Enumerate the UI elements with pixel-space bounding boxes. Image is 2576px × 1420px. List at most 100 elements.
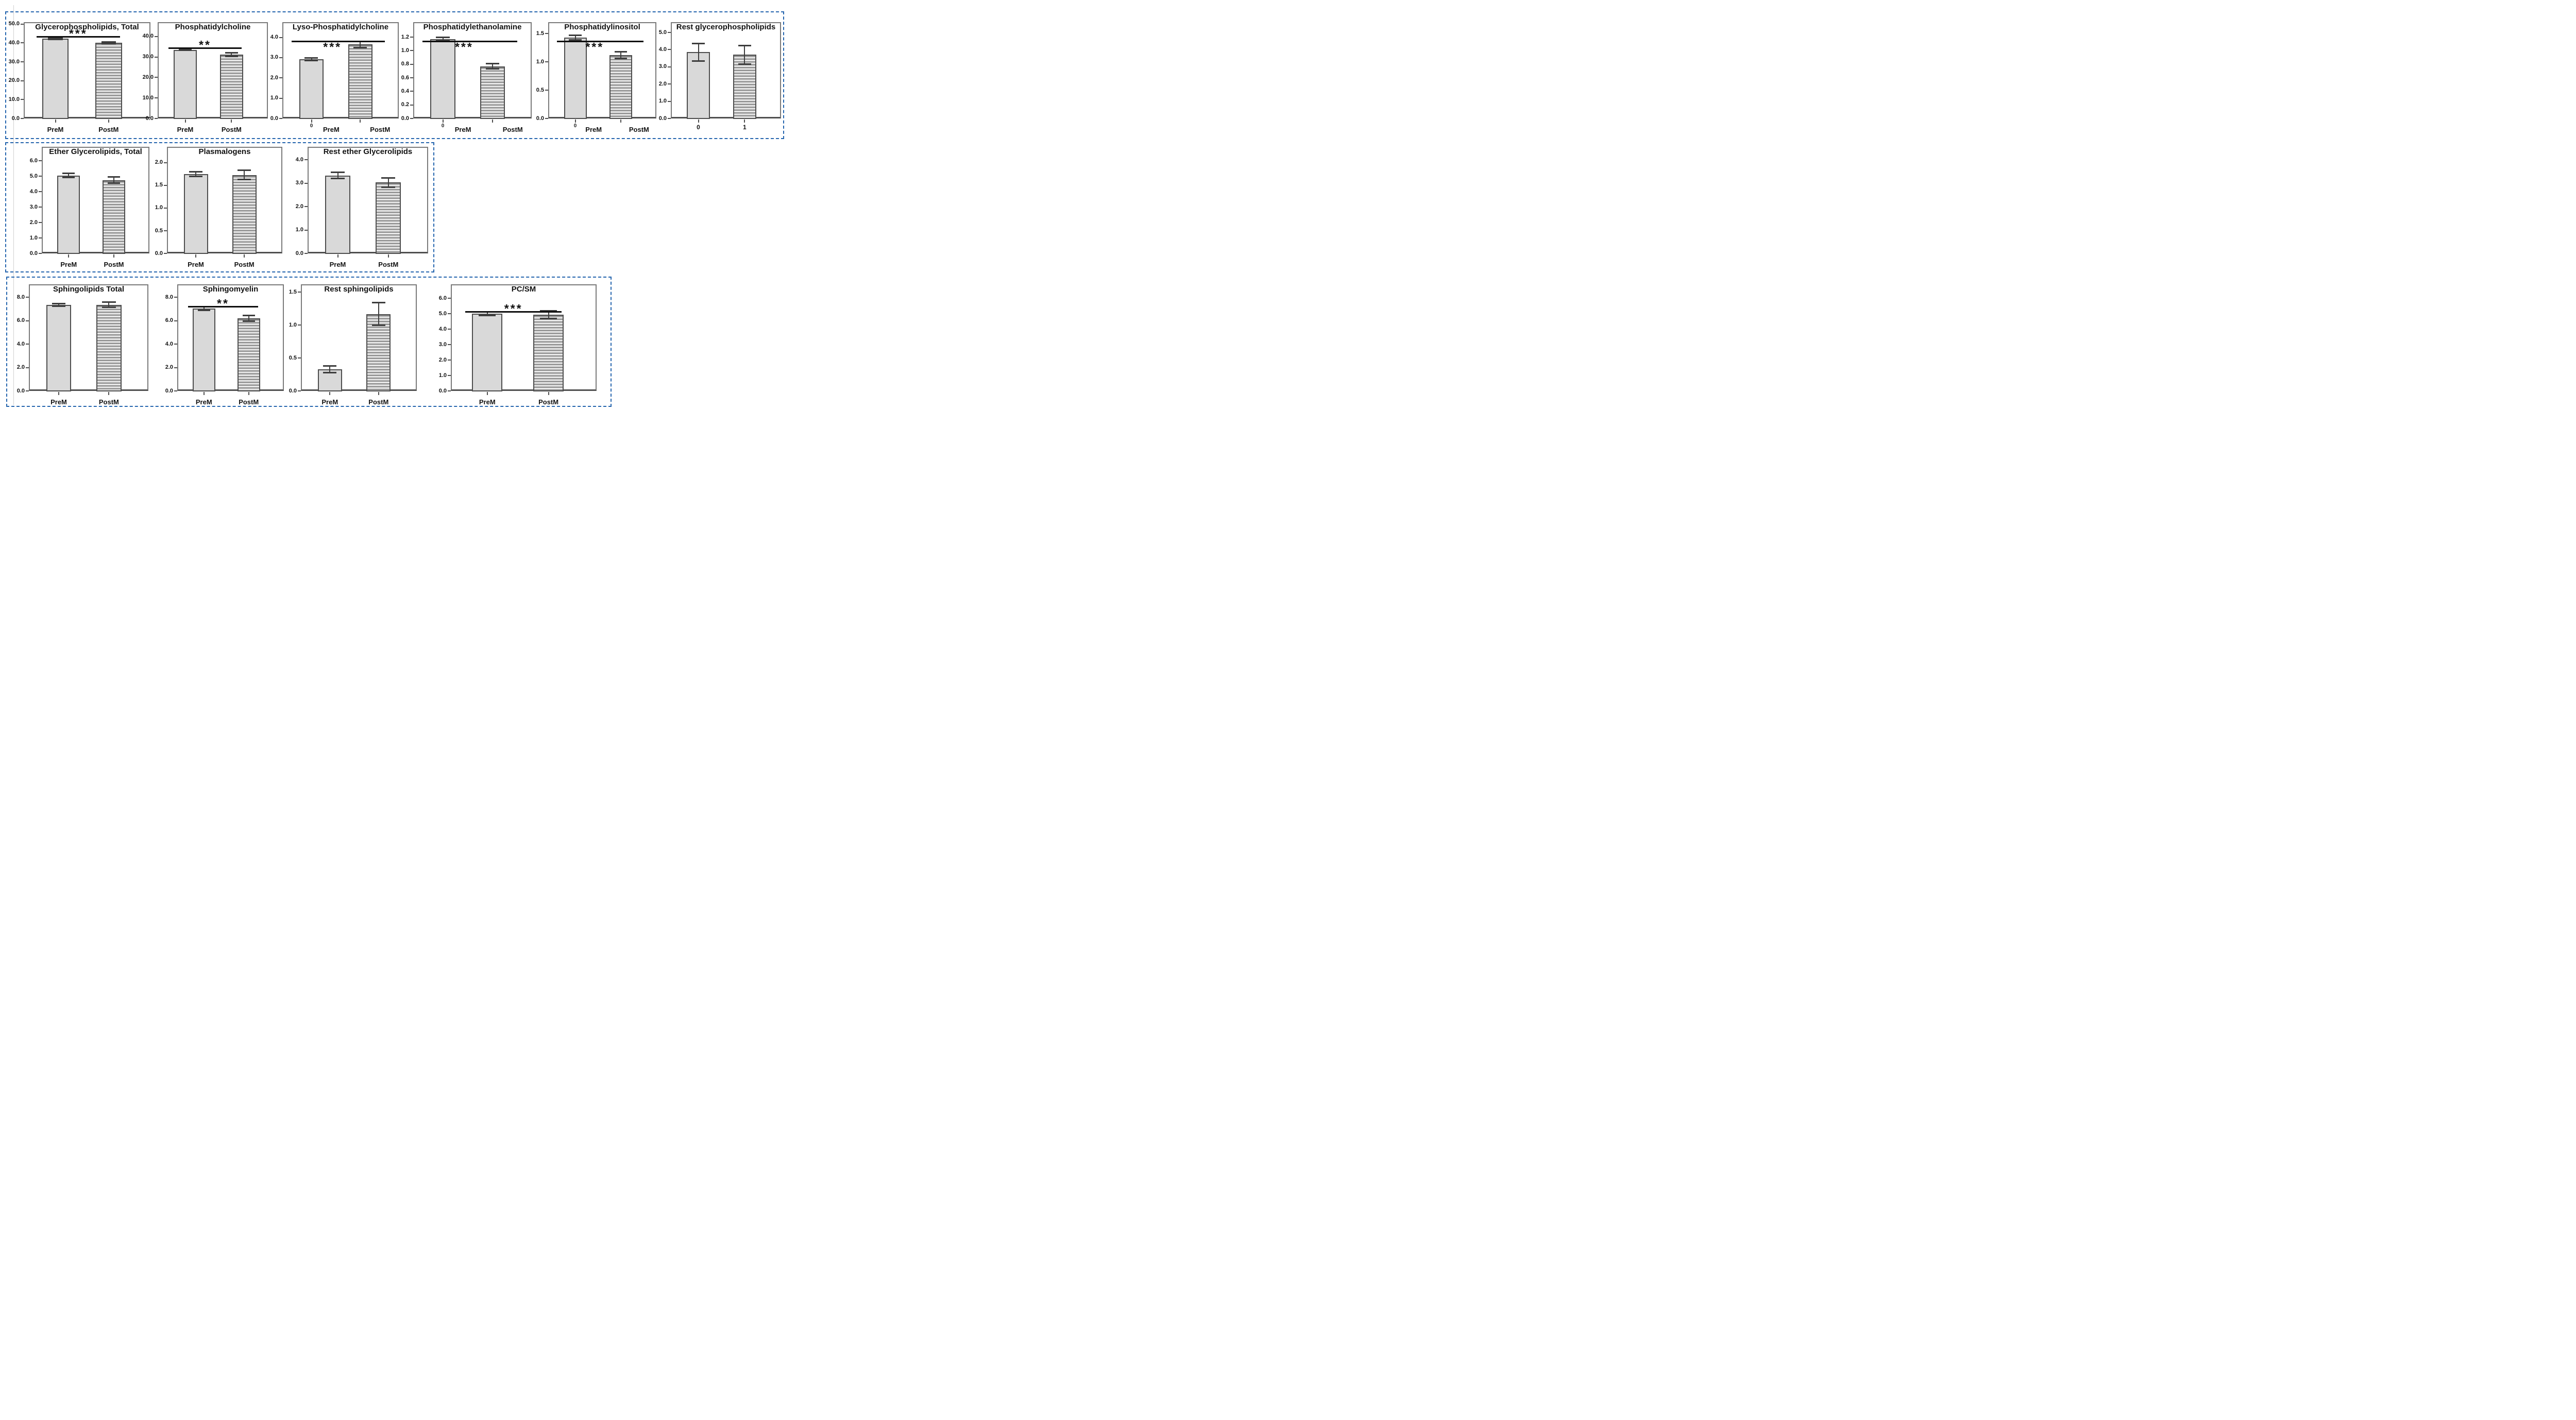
bar-ether-glycerolipids-total-prem — [57, 175, 80, 254]
error-cap-top-rest-ether-glycerolipids-0 — [331, 172, 345, 174]
x-label-rest-ether-glycerolipids-prem: PreM — [329, 261, 346, 268]
chart-title-phosphatidylinositol: Phosphatidylinositol — [564, 23, 640, 31]
y-tick-sphingolipids-total-2 — [26, 344, 29, 345]
x-tick-lyso-phosphatidylcholine-1 — [360, 119, 361, 123]
y-tick-label-phosphatidylcholine-2: 20.0 — [142, 74, 154, 80]
bar-phosphatidylcholine-postm — [219, 54, 243, 119]
x-label-phosphatidylcholine-prem: PreM — [177, 126, 194, 133]
x-tick-sphingolipids-total-0 — [58, 392, 59, 395]
y-tick-phosphatidylinositol-2 — [545, 90, 548, 91]
y-tick-rest-glycerophospholipids-0 — [668, 32, 671, 33]
x-label-glycerophospholipids-total-postm: PostM — [98, 126, 119, 133]
y-tick-sphingolipids-total-3 — [26, 367, 29, 368]
y-tick-lyso-phosphatidylcholine-0 — [279, 37, 282, 38]
y-tick-phosphatidylcholine-3 — [155, 97, 158, 99]
x-tick-lyso-phosphatidylcholine-0 — [311, 119, 312, 123]
bar-pc-sm-postm — [533, 315, 564, 391]
chart-title-rest-glycerophospholipids: Rest glycerophospholipids — [676, 23, 776, 31]
x-tick-pc-sm-0 — [486, 392, 488, 395]
y-tick-label-rest-sphingolipids-2: 0.5 — [289, 354, 297, 361]
y-tick-label-ether-glycerolipids-total-2: 4.0 — [29, 188, 38, 195]
bar-sphingolipids-total-postm — [96, 304, 122, 391]
chart-title-sphingomyelin: Sphingomyelin — [202, 285, 259, 294]
y-tick-label-rest-glycerophospholipids-3: 2.0 — [658, 80, 667, 87]
y-tick-rest-sphingolipids-3 — [298, 390, 301, 391]
y-tick-label-rest-glycerophospholipids-4: 1.0 — [658, 98, 667, 105]
y-tick-label-pc-sm-2: 4.0 — [438, 326, 447, 332]
error-cap-bottom-phosphatidylethanolamine-1 — [485, 68, 500, 70]
y-tick-label-phosphatidylcholine-4: 0.0 — [145, 115, 154, 122]
y-tick-label-phosphatidylethanolamine-0: 1.2 — [401, 33, 409, 40]
error-line-pc-sm-1 — [548, 311, 549, 319]
bar-phosphatidylinositol-postm — [609, 55, 632, 119]
x-label-sphingolipids-total-prem: PreM — [50, 398, 67, 406]
sig-stars-phosphatidylinositol: *** — [585, 40, 604, 54]
error-cap-top-rest-sphingolipids-1 — [371, 302, 385, 304]
x-tick-sphingolipids-total-1 — [108, 392, 110, 395]
error-cap-top-rest-ether-glycerolipids-1 — [381, 177, 396, 179]
y-tick-rest-ether-glycerolipids-4 — [304, 253, 308, 254]
x-zero-label-phosphatidylethanolamine: 0 — [441, 123, 445, 129]
y-tick-label-glycerophospholipids-total-4: 10.0 — [8, 96, 20, 102]
bar-plasmalogens-postm — [232, 175, 257, 254]
y-tick-phosphatidylcholine-2 — [155, 77, 158, 78]
error-cap-bottom-lyso-phosphatidylcholine-1 — [353, 46, 367, 48]
bar-ether-glycerolipids-total-postm — [103, 180, 125, 254]
bar-phosphatidylethanolamine-prem — [430, 39, 455, 119]
y-tick-phosphatidylcholine-0 — [155, 36, 158, 37]
y-tick-label-sphingomyelin-0: 8.0 — [165, 294, 173, 300]
y-tick-label-lyso-phosphatidylcholine-2: 2.0 — [270, 74, 278, 81]
y-tick-glycerophospholipids-total-2 — [21, 61, 24, 62]
sig-line-phosphatidylinositol — [556, 41, 643, 42]
group-box-ether-glycerolipids — [5, 142, 434, 272]
error-cap-top-lyso-phosphatidylcholine-0 — [304, 57, 318, 59]
y-tick-label-plasmalogens-0: 2.0 — [155, 159, 163, 166]
y-tick-label-pc-sm-1: 5.0 — [438, 310, 447, 317]
error-cap-top-glycerophospholipids-total-0 — [48, 37, 63, 39]
error-cap-top-sphingomyelin-1 — [242, 314, 255, 316]
y-tick-phosphatidylethanolamine-0 — [410, 37, 413, 38]
error-cap-bottom-rest-sphingolipids-0 — [323, 371, 337, 373]
x-label-ether-glycerolipids-total-prem: PreM — [60, 261, 77, 268]
y-tick-ether-glycerolipids-total-3 — [39, 207, 42, 208]
error-cap-top-plasmalogens-0 — [189, 170, 202, 173]
error-cap-bottom-sphingomyelin-1 — [242, 320, 255, 322]
x-label-pc-sm-prem: PreM — [479, 398, 496, 406]
y-tick-label-phosphatidylcholine-1: 30.0 — [142, 54, 154, 60]
x-tick-rest-sphingolipids-0 — [329, 392, 331, 395]
error-cap-bottom-rest-glycerophospholipids-0 — [692, 60, 705, 62]
x-label-ether-glycerolipids-total-postm: PostM — [104, 261, 124, 268]
y-tick-sphingolipids-total-4 — [26, 390, 29, 391]
x-tick-glycerophospholipids-total-0 — [55, 119, 56, 123]
y-tick-label-ether-glycerolipids-total-3: 3.0 — [29, 203, 38, 210]
x-label-sphingomyelin-prem: PreM — [195, 398, 212, 406]
y-tick-label-ether-glycerolipids-total-6: 0.0 — [29, 250, 38, 256]
x-label-plasmalogens-prem: PreM — [188, 261, 204, 268]
x-tick-phosphatidylethanolamine-0 — [442, 119, 444, 123]
error-cap-top-phosphatidylcholine-1 — [225, 52, 238, 54]
y-tick-lyso-phosphatidylcholine-2 — [279, 77, 282, 79]
y-tick-rest-ether-glycerolipids-3 — [304, 229, 308, 231]
error-cap-top-plasmalogens-1 — [238, 169, 251, 172]
error-line-phosphatidylinositol-0 — [574, 35, 576, 40]
x-label-rest-glycerophospholipids-1: 1 — [743, 124, 747, 131]
chart-title-ether-glycerolipids-total: Ether Glycerolipids, Total — [49, 147, 142, 156]
chart-title-rest-sphingolipids: Rest sphingolipids — [324, 285, 394, 294]
y-tick-label-lyso-phosphatidylcholine-1: 3.0 — [270, 54, 278, 61]
y-tick-rest-glycerophospholipids-4 — [668, 100, 671, 102]
x-tick-plasmalogens-0 — [195, 254, 196, 258]
error-cap-top-phosphatidylinositol-0 — [569, 34, 582, 36]
chart-title-lyso-phosphatidylcholine: Lyso-Phosphatidylcholine — [292, 23, 389, 31]
bar-glycerophospholipids-total-postm — [95, 43, 122, 119]
y-tick-label-plasmalogens-1: 1.5 — [155, 182, 163, 189]
y-tick-pc-sm-0 — [448, 298, 451, 299]
y-tick-rest-glycerophospholipids-5 — [668, 118, 671, 119]
y-tick-label-phosphatidylinositol-2: 0.5 — [536, 87, 544, 93]
y-tick-ether-glycerolipids-total-0 — [39, 160, 42, 161]
y-tick-label-phosphatidylethanolamine-4: 0.4 — [401, 88, 409, 94]
y-tick-label-rest-sphingolipids-3: 0.0 — [289, 387, 297, 394]
y-tick-rest-sphingolipids-1 — [298, 324, 301, 326]
error-line-rest-glycerophospholipids-0 — [698, 43, 699, 61]
error-line-phosphatidylcholine-1 — [231, 53, 232, 57]
sig-line-phosphatidylethanolamine — [422, 41, 518, 42]
